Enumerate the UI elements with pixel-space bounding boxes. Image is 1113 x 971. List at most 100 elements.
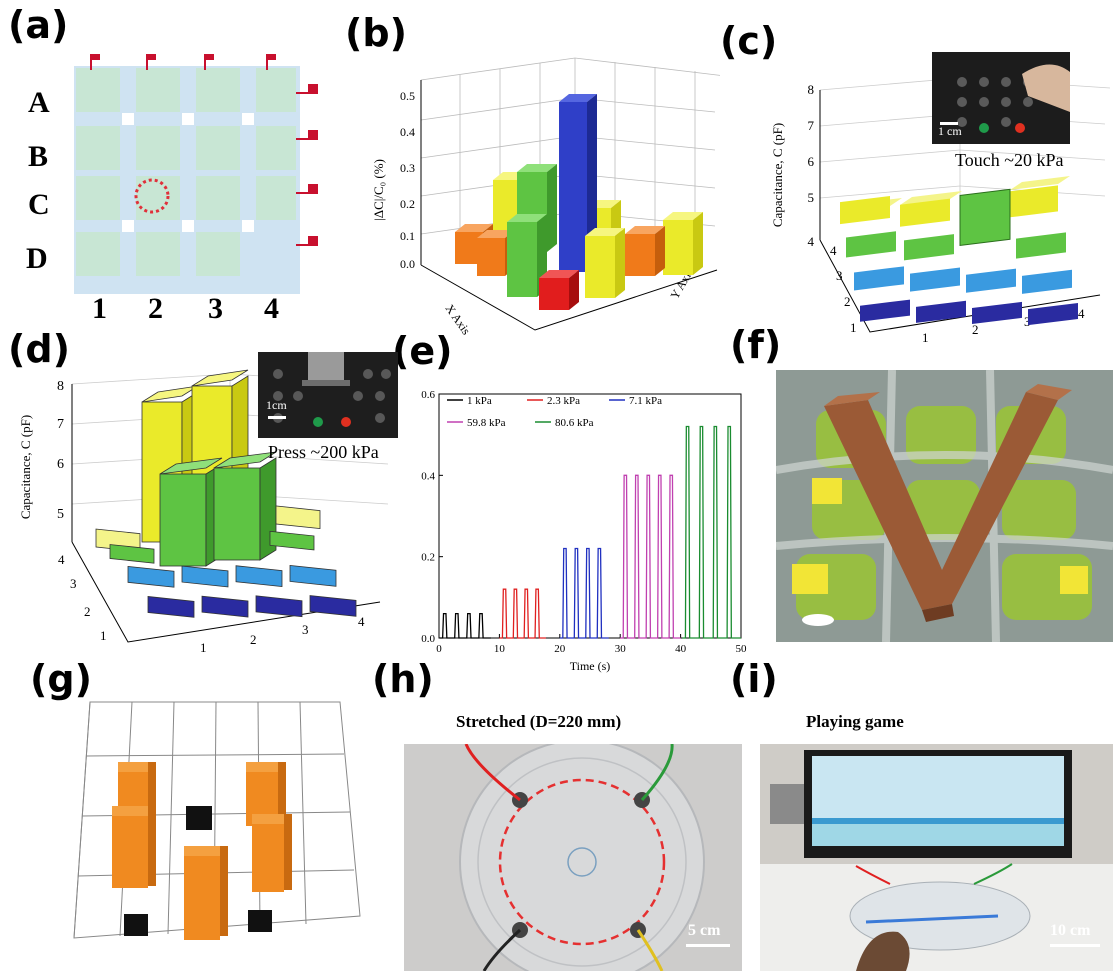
b-bar-yellow-3 [663,212,703,275]
b-bar-red [539,270,579,310]
row-label-b: B [28,140,48,173]
d-ylabel: Capacitance, C (pF) [18,415,33,519]
i-scale: 10 cm [1050,922,1091,939]
col-label-2: 2 [148,292,163,325]
d-bars [95,369,357,618]
row-label-c: C [28,188,50,221]
i-title: Playing game [806,712,904,731]
b-ytick: 0.5 [400,89,415,103]
column-flags [90,54,276,70]
panel-label-f: (f) [730,323,782,367]
c-col-tick: 3 [1024,314,1031,329]
d-inset-photo: 1cm [258,352,398,438]
row-label-d: D [26,242,48,275]
panel-label-h: (h) [372,657,434,701]
e-xtick-label: 20 [554,643,566,655]
panel-c-3d-bars: 8 7 6 5 4 Capacitance, C (pF) 4 3 2 1 1 … [770,77,1111,345]
e-legend-label: 1 kPa [467,395,492,407]
e-xtick-label: 10 [494,643,506,655]
c-ytick: 8 [808,82,815,97]
d-col-tick: 2 [250,632,257,647]
e-ytick-label: 0.2 [421,552,435,564]
c-ytick: 6 [808,154,815,169]
c-ytick: 7 [808,118,815,133]
b-x-axis-label: X Axis [443,302,474,338]
e-series-7-1-kpa [559,547,609,639]
d-ytick: 6 [57,457,64,472]
c-row-tick: 1 [850,320,857,335]
c-col-tick: 1 [922,330,929,345]
panel-g-3d-bars [73,701,361,940]
panel-label-d: (d) [8,327,70,371]
c-inset-photo: 1 cm [932,52,1070,144]
c-row-tick: 2 [844,294,851,309]
c-ylabel: Capacitance, C (pF) [770,123,785,227]
c-inset-scale: 1 cm [938,124,962,138]
e-series-80-6-kpa [682,425,741,639]
c-row-tick: 4 [830,243,837,258]
grid-pads [76,68,296,276]
c-ytick: 5 [808,190,815,205]
d-col-tick: 1 [200,640,207,652]
b-bar-yellow-front [585,228,625,298]
h-scale: 5 cm [688,922,721,939]
touch-marker [134,178,170,214]
panel-label-c: (c) [720,19,778,63]
b-ytick: 0.1 [400,229,415,243]
d-ytick: 8 [57,379,64,394]
panel-label-b: (b) [345,11,407,55]
d-row-tick: 4 [58,552,65,567]
e-series-1-kpa [439,612,491,639]
panel-e-line-chart: 0 10 20 30 40 50 0.0 0.2 0.4 0.6 1 kPa 2.3 kPa 7.1 … [421,389,748,673]
panel-label-i: (i) [730,657,778,701]
panel-label-e: (e) [392,329,453,373]
c-col-tick: 4 [1078,306,1085,321]
g-pads [124,806,272,936]
c-col-tick: 2 [972,322,979,337]
hand [856,931,910,971]
e-ytick-label: 0.4 [421,470,435,482]
e-legend-label: 2.3 kPa [547,395,580,407]
d-row-tick: 1 [100,628,107,643]
d-col-tick: 3 [302,622,309,637]
h-title: Stretched (D=220 mm) [456,712,622,731]
row-flags [296,84,318,246]
d-row-tick: 2 [84,604,91,619]
e-series-2-3-kpa [499,588,546,639]
col-label-4: 4 [264,292,279,325]
b-ytick: 0.4 [400,125,415,139]
c-ytick: 4 [808,234,815,249]
d-row-tick: 3 [70,576,77,591]
d-inset-scale: 1cm [266,398,287,412]
h-stretch-circle [498,778,666,946]
panel-h-photo: 5 cm [404,744,742,971]
v-shape-object [824,392,1058,610]
panel-b-3d-bars: 0.5 0.4 0.3 0.2 0.1 0.0 |ΔC|/C₀ (%) X Ax… [371,57,720,338]
e-xtick-label: 50 [736,643,748,655]
e-xtick-label: 30 [615,643,627,655]
panel-label-a: (a) [8,3,69,47]
d-ytick: 7 [57,417,64,432]
panel-f-photo [776,370,1113,642]
finger [1022,64,1070,112]
b-bars [455,94,703,310]
b-ylabel: |ΔC|/C₀ (%) [371,159,386,221]
e-legend-label: 80.6 kPa [555,417,594,429]
e-ytick-label: 0.0 [421,633,435,645]
d-ytick: 5 [57,507,64,522]
e-xtick-label: 0 [436,643,442,655]
e-xtick-label: 40 [675,643,687,655]
e-series-59-8-kpa [620,474,681,639]
b-bar-blue [559,94,597,272]
b-ytick: 0.0 [400,257,415,271]
panel-label-g: (g) [30,657,92,701]
e-xlabel: Time (s) [570,659,611,673]
e-ytick-label: 0.6 [421,389,435,401]
c-inset-caption: Touch ~20 kPa [955,150,1064,170]
row-label-a: A [28,86,50,119]
b-ytick: 0.3 [400,161,415,175]
col-label-3: 3 [208,292,223,325]
c-row-tick: 3 [836,268,843,283]
panel-a-grid: A B C D 1 2 3 4 [26,54,318,325]
col-label-1: 1 [92,292,107,325]
